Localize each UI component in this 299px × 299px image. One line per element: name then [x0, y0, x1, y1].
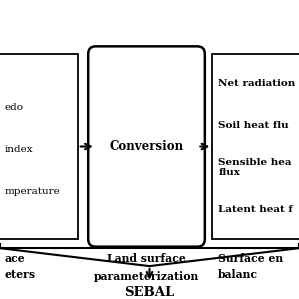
FancyBboxPatch shape [0, 54, 78, 239]
Text: Surface en: Surface en [218, 253, 283, 264]
Text: Land surface: Land surface [107, 253, 186, 264]
FancyBboxPatch shape [88, 46, 205, 247]
Text: index: index [4, 145, 33, 154]
Text: balanc: balanc [218, 269, 258, 280]
Text: Sensible hea
flux: Sensible hea flux [218, 158, 292, 177]
Text: edo: edo [4, 103, 24, 112]
Text: parameterization: parameterization [94, 271, 199, 282]
Text: SEBAL: SEBAL [124, 286, 175, 298]
FancyBboxPatch shape [212, 54, 299, 239]
Text: ace: ace [4, 253, 25, 264]
Text: mperature: mperature [4, 187, 60, 196]
Text: Latent heat f: Latent heat f [218, 205, 293, 214]
Text: Net radiation: Net radiation [218, 79, 295, 88]
Text: Soil heat flu: Soil heat flu [218, 121, 289, 130]
Text: eters: eters [4, 269, 36, 280]
Text: Conversion: Conversion [109, 140, 184, 153]
